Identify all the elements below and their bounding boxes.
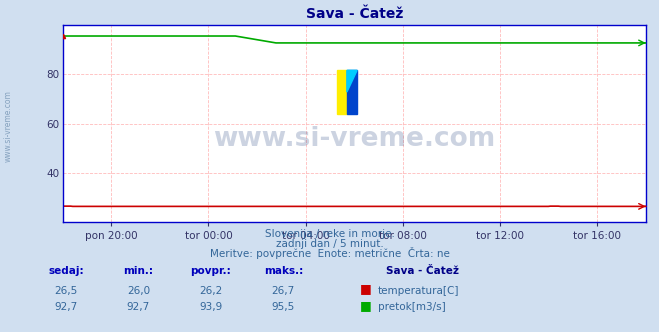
Text: maks.:: maks.: xyxy=(264,266,303,276)
Text: 26,2: 26,2 xyxy=(199,286,223,296)
Text: min.:: min.: xyxy=(123,266,154,276)
Text: povpr.:: povpr.: xyxy=(190,266,231,276)
Text: Slovenija / reke in morje.: Slovenija / reke in morje. xyxy=(264,229,395,239)
Text: ■: ■ xyxy=(360,282,372,295)
FancyBboxPatch shape xyxy=(337,70,347,114)
Title: Sava - Čatež: Sava - Čatež xyxy=(306,7,403,21)
Text: 92,7: 92,7 xyxy=(54,302,78,312)
Text: 26,5: 26,5 xyxy=(54,286,78,296)
Text: 93,9: 93,9 xyxy=(199,302,223,312)
Text: temperatura[C]: temperatura[C] xyxy=(378,286,459,296)
Text: 92,7: 92,7 xyxy=(127,302,150,312)
Text: zadnji dan / 5 minut.: zadnji dan / 5 minut. xyxy=(275,239,384,249)
Text: 95,5: 95,5 xyxy=(272,302,295,312)
Text: www.si-vreme.com: www.si-vreme.com xyxy=(3,90,13,162)
Text: www.si-vreme.com: www.si-vreme.com xyxy=(213,126,496,152)
Text: Meritve: povprečne  Enote: metrične  Črta: ne: Meritve: povprečne Enote: metrične Črta:… xyxy=(210,247,449,259)
Text: 26,7: 26,7 xyxy=(272,286,295,296)
Text: 26,0: 26,0 xyxy=(127,286,150,296)
Text: pretok[m3/s]: pretok[m3/s] xyxy=(378,302,445,312)
Text: Sava - Čatež: Sava - Čatež xyxy=(386,266,459,276)
Polygon shape xyxy=(347,70,357,92)
Text: sedaj:: sedaj: xyxy=(48,266,84,276)
FancyBboxPatch shape xyxy=(347,70,357,114)
Text: ■: ■ xyxy=(360,299,372,312)
